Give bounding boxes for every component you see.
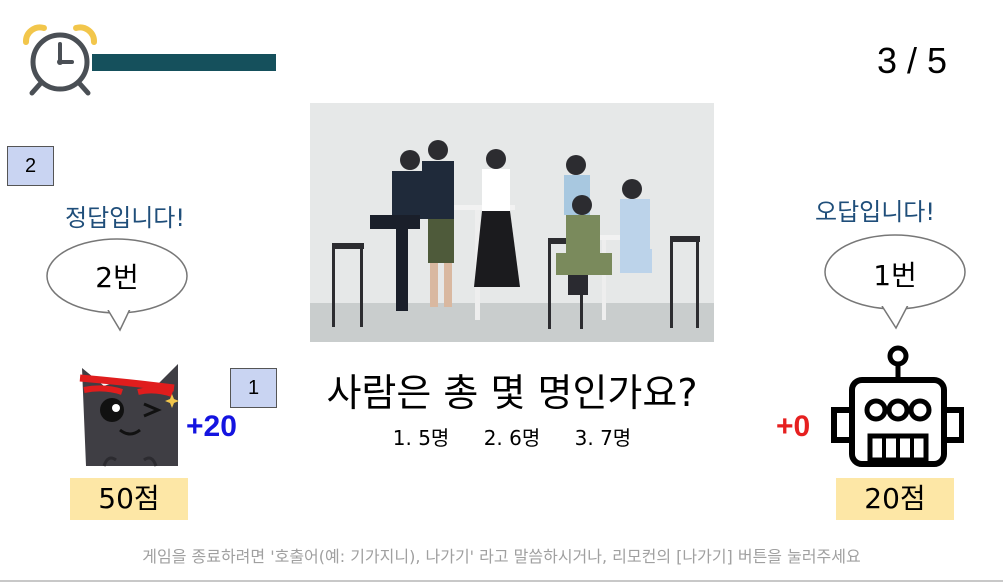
right-result-text: 오답입니다!: [814, 198, 936, 226]
left-speech-bubble: [46, 238, 188, 332]
question-photo: [310, 103, 714, 342]
winking-cat-icon: [79, 364, 179, 467]
exit-instructions: 게임을 종료하려면 '호출어(예: 기가지니), 나가기' 라고 말씀하시거나,…: [142, 547, 861, 566]
left-score: 50점: [70, 478, 188, 520]
right-answer-text: 1번: [873, 259, 917, 292]
bottom-divider: [0, 580, 1003, 582]
right-score: 20점: [836, 478, 954, 520]
left-score-gain: +20: [186, 410, 237, 443]
left-player-number-box: 2: [7, 146, 54, 186]
robot-icon: [831, 345, 964, 467]
left-answer-text: 2번: [95, 261, 139, 294]
option-3[interactable]: 3. 7명: [574, 426, 632, 450]
round-counter: 3 / 5: [876, 40, 947, 81]
answer-options: 1. 5명 2. 6명 3. 7명: [310, 422, 714, 451]
option-2[interactable]: 2. 6명: [483, 426, 541, 450]
center-number-box: 1: [230, 368, 277, 408]
option-1[interactable]: 1. 5명: [392, 426, 450, 450]
left-result-text: 정답입니다!: [64, 204, 186, 232]
right-score-gain: +0: [776, 410, 811, 443]
right-speech-bubble: [824, 234, 966, 330]
alarm-clock-icon: [23, 24, 97, 96]
question-text: 사람은 총 몇 명인가요?: [326, 371, 698, 415]
timer-progress-bar: [92, 54, 276, 71]
